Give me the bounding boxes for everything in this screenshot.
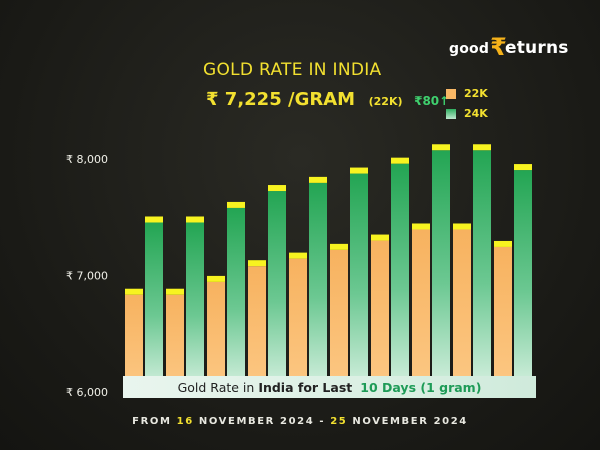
y-tick-label: ₹ 6,000 xyxy=(66,386,108,399)
bar-24k xyxy=(227,207,245,392)
banner-prefix: Gold Rate in xyxy=(177,379,255,395)
legend-item-22k: 22K xyxy=(446,87,488,100)
bar-cap-24k xyxy=(309,176,327,183)
bar-cap-22k xyxy=(371,234,389,241)
bar-24k xyxy=(268,191,286,392)
bar-24k xyxy=(473,150,491,392)
footer-start-rest: NOVEMBER 2024 - xyxy=(198,416,326,427)
bar-cap-24k xyxy=(186,216,204,223)
rate-karat: (22K) xyxy=(368,95,403,108)
rate-change: ₹80↑ xyxy=(414,94,450,108)
bar-cap-22k xyxy=(330,243,348,250)
chart-title: GOLD RATE IN INDIA xyxy=(203,60,382,80)
bar-22k xyxy=(494,246,512,392)
bar-cap-24k xyxy=(268,185,286,192)
legend-label-22k: 22K xyxy=(464,87,488,100)
legend-swatch-22k xyxy=(446,88,456,99)
bar-24k xyxy=(309,182,327,392)
bar-cap-24k xyxy=(145,216,163,223)
legend-label-24k: 24K xyxy=(464,107,488,120)
y-tick-label: ₹ 8,000 xyxy=(66,153,108,166)
bar-24k xyxy=(514,170,532,392)
bar-cap-22k xyxy=(289,252,307,259)
bar-22k xyxy=(412,229,430,392)
bar-24k xyxy=(350,173,368,392)
bar-cap-24k xyxy=(391,157,409,164)
date-range: FROM 16 NOVEMBER 2024 - 25 NOVEMBER 2024 xyxy=(0,416,600,427)
banner-bold: India for Last xyxy=(258,379,353,395)
bar-cap-22k xyxy=(412,223,430,230)
footer-end-day: 25 xyxy=(330,416,348,427)
bar-cap-22k xyxy=(207,275,225,282)
bar-22k xyxy=(330,249,348,392)
bar-cap-24k xyxy=(432,144,450,151)
bar-22k xyxy=(166,294,184,392)
rate-main: ₹ 7,225 /GRAM xyxy=(206,89,356,110)
logo-eturns-text: eturns xyxy=(505,38,569,58)
footer-from: FROM xyxy=(132,416,172,427)
bar-22k xyxy=(371,240,389,392)
legend-item-24k: 24K xyxy=(446,107,488,120)
bar-cap-22k xyxy=(453,223,471,230)
bar-24k xyxy=(391,163,409,392)
bar-cap-22k xyxy=(494,240,512,247)
bar-cap-22k xyxy=(125,288,143,295)
bar-cap-22k xyxy=(248,260,266,267)
footer-end-rest: NOVEMBER 2024 xyxy=(352,416,468,427)
bar-24k xyxy=(186,222,204,392)
chart-caption-banner: Gold Rate in India for Last 10 Days (1 g… xyxy=(123,376,536,398)
bar-cap-24k xyxy=(473,144,491,151)
bar-24k xyxy=(432,150,450,392)
bar-22k xyxy=(289,258,307,392)
bar-24k xyxy=(145,222,163,392)
bar-cap-22k xyxy=(166,288,184,295)
bar-22k xyxy=(125,294,143,392)
bar-cap-24k xyxy=(350,167,368,174)
bar-22k xyxy=(453,229,471,392)
bar-22k xyxy=(248,266,266,392)
logo-good-text: good xyxy=(449,41,490,57)
footer-start-day: 16 xyxy=(176,416,194,427)
goodreturns-logo: good₹eturns xyxy=(449,31,569,61)
rate-line: ₹ 7,225 /GRAM (22K) ₹80↑ xyxy=(206,89,449,110)
y-tick-label: ₹ 7,000 xyxy=(66,270,108,283)
banner-green: 10 Days (1 gram) xyxy=(360,379,482,395)
bar-cap-24k xyxy=(227,201,245,208)
bar-22k xyxy=(207,281,225,392)
rupee-logo-icon: ₹ xyxy=(490,33,507,61)
legend-swatch-24k xyxy=(446,108,456,119)
bar-cap-24k xyxy=(514,164,532,171)
